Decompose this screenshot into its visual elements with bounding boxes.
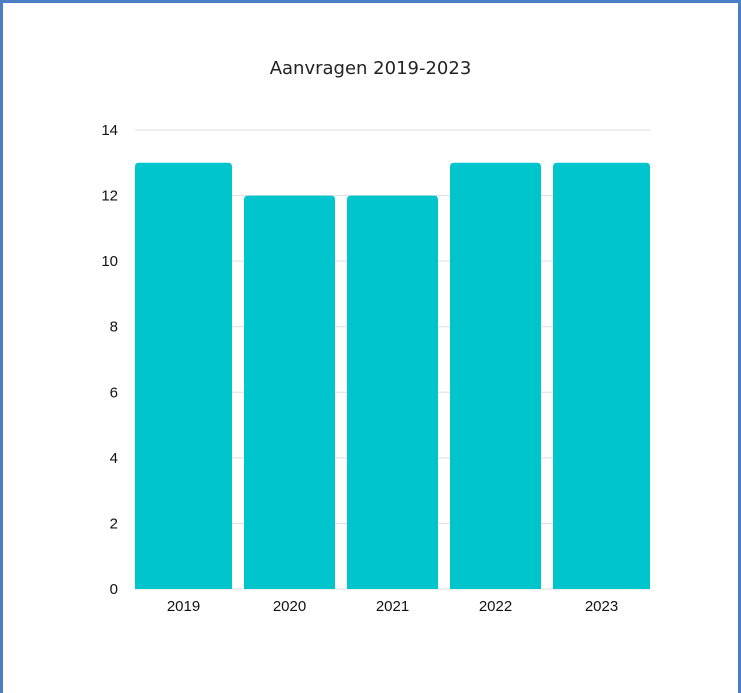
- x-tick-label: 2021: [376, 598, 409, 615]
- bar-2021: [347, 195, 438, 590]
- x-tick-label: 2022: [479, 598, 512, 615]
- x-tick-label: 2019: [167, 598, 200, 615]
- y-tick-label: 8: [110, 319, 118, 336]
- y-tick-label: 0: [110, 581, 118, 598]
- bar-2022: [450, 162, 541, 590]
- y-tick-label: 6: [110, 384, 118, 401]
- bars: [135, 162, 650, 590]
- y-tick-label: 2: [110, 515, 118, 532]
- x-tick-label: 2023: [585, 598, 618, 615]
- y-tick-label: 12: [101, 188, 118, 205]
- chart-title: Aanvragen 2019-2023: [269, 58, 472, 79]
- bar-2020: [244, 195, 335, 590]
- y-axis-ticks: 0 2 4 6 8 10 12 14: [101, 122, 118, 598]
- y-tick-label: 14: [101, 122, 118, 139]
- bar-2019: [135, 162, 232, 590]
- x-tick-label: 2020: [273, 598, 306, 615]
- bar-2023: [553, 162, 650, 590]
- x-axis-ticks: 2019 2020 2021 2022 2023: [167, 598, 618, 615]
- y-tick-label: 10: [101, 253, 118, 270]
- y-tick-label: 4: [110, 450, 118, 467]
